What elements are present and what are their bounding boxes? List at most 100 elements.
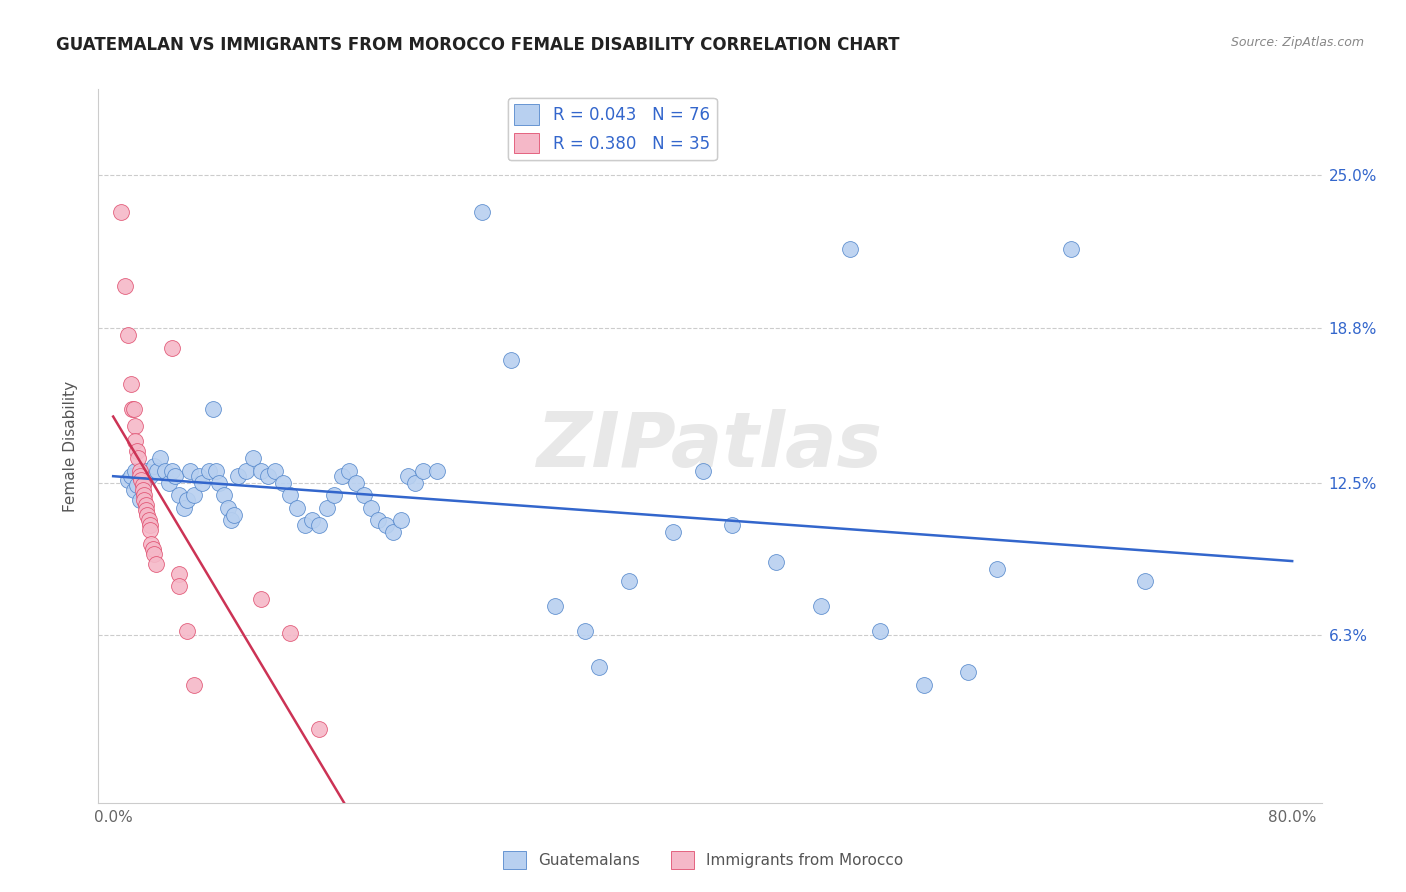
- Point: [219, 513, 242, 527]
- Point: [222, 508, 245, 522]
- Point: [257, 468, 280, 483]
- Legend: Guatemalans, Immigrants from Morocco: Guatemalans, Immigrants from Morocco: [496, 845, 910, 875]
- Point: [135, 498, 157, 512]
- Point: [242, 451, 264, 466]
- Point: [128, 468, 150, 483]
- Point: [301, 513, 323, 527]
- Point: [125, 444, 148, 458]
- Point: [692, 464, 714, 478]
- Point: [499, 352, 522, 367]
- Point: [183, 488, 205, 502]
- Point: [396, 468, 419, 483]
- Point: [169, 579, 191, 593]
- Point: [120, 468, 142, 483]
- Point: [132, 488, 155, 502]
- Point: [323, 488, 346, 502]
- Legend: R = 0.043   N = 76, R = 0.380   N = 35: R = 0.043 N = 76, R = 0.380 N = 35: [508, 97, 717, 160]
- Point: [190, 475, 212, 490]
- Point: [315, 500, 337, 515]
- Point: [132, 493, 155, 508]
- Point: [353, 488, 375, 502]
- Point: [249, 464, 271, 478]
- Point: [131, 478, 153, 492]
- Point: [471, 205, 494, 219]
- Point: [165, 468, 187, 483]
- Point: [117, 328, 139, 343]
- Point: [125, 478, 148, 492]
- Point: [135, 464, 157, 478]
- Text: GUATEMALAN VS IMMIGRANTS FROM MOROCCO FEMALE DISABILITY CORRELATION CHART: GUATEMALAN VS IMMIGRANTS FROM MOROCCO FE…: [56, 36, 900, 54]
- Point: [135, 503, 157, 517]
- Point: [128, 493, 150, 508]
- Point: [198, 464, 221, 478]
- Point: [149, 451, 172, 466]
- Point: [249, 591, 271, 606]
- Point: [956, 665, 979, 680]
- Point: [367, 513, 389, 527]
- Point: [131, 475, 153, 490]
- Point: [360, 500, 382, 515]
- Point: [122, 402, 145, 417]
- Point: [1133, 574, 1156, 589]
- Point: [160, 341, 183, 355]
- Point: [117, 474, 139, 488]
- Point: [869, 624, 891, 638]
- Point: [143, 547, 166, 561]
- Point: [330, 468, 353, 483]
- Point: [124, 434, 146, 448]
- Point: [426, 464, 449, 478]
- Point: [374, 517, 396, 532]
- Point: [271, 475, 294, 490]
- Point: [124, 464, 146, 478]
- Point: [179, 464, 201, 478]
- Point: [208, 475, 231, 490]
- Text: Source: ZipAtlas.com: Source: ZipAtlas.com: [1230, 36, 1364, 49]
- Point: [121, 402, 143, 417]
- Point: [122, 483, 145, 498]
- Point: [382, 525, 405, 540]
- Point: [912, 678, 935, 692]
- Point: [217, 500, 239, 515]
- Point: [141, 537, 163, 551]
- Point: [235, 464, 257, 478]
- Point: [128, 464, 150, 478]
- Point: [228, 468, 250, 483]
- Point: [344, 475, 367, 490]
- Point: [278, 488, 301, 502]
- Point: [404, 475, 426, 490]
- Point: [287, 500, 309, 515]
- Point: [308, 722, 330, 736]
- Y-axis label: Female Disability: Female Disability: [63, 380, 77, 512]
- Point: [212, 488, 235, 502]
- Point: [139, 468, 162, 483]
- Point: [1060, 242, 1083, 256]
- Point: [129, 474, 152, 488]
- Point: [169, 488, 191, 502]
- Point: [205, 464, 228, 478]
- Point: [157, 475, 180, 490]
- Point: [588, 660, 610, 674]
- Point: [389, 513, 412, 527]
- Point: [176, 624, 198, 638]
- Point: [139, 517, 162, 532]
- Point: [139, 523, 162, 537]
- Point: [153, 464, 176, 478]
- Point: [143, 458, 166, 473]
- Point: [810, 599, 832, 613]
- Point: [202, 402, 225, 417]
- Point: [662, 525, 685, 540]
- Point: [294, 517, 316, 532]
- Point: [574, 624, 596, 638]
- Point: [142, 542, 165, 557]
- Point: [127, 451, 149, 466]
- Point: [544, 599, 567, 613]
- Point: [131, 483, 153, 498]
- Point: [114, 279, 136, 293]
- Point: [721, 517, 744, 532]
- Point: [124, 419, 146, 434]
- Point: [146, 464, 169, 478]
- Point: [337, 464, 360, 478]
- Point: [138, 513, 160, 527]
- Point: [136, 508, 159, 522]
- Point: [120, 377, 142, 392]
